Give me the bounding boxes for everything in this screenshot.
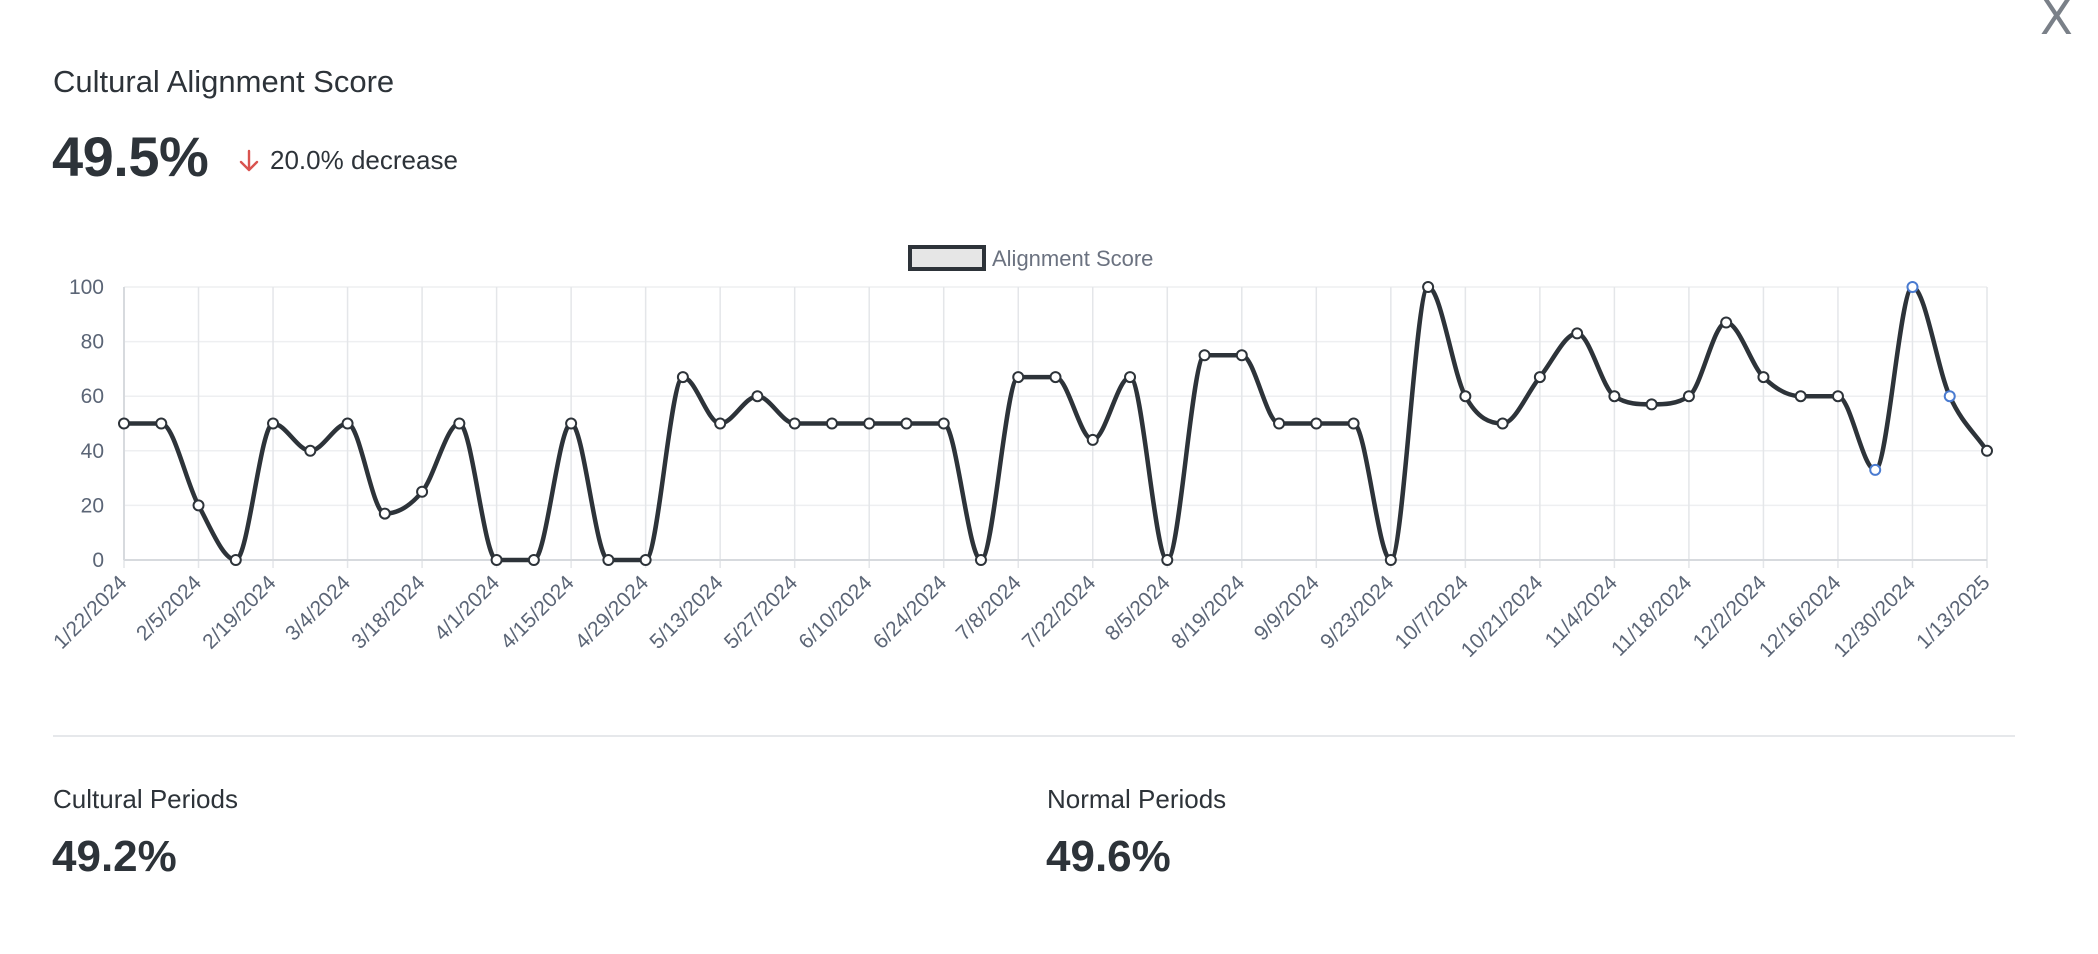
- close-button[interactable]: X: [2040, 0, 2073, 46]
- y-tick-label: 60: [81, 385, 104, 408]
- page-title: Cultural Alignment Score: [53, 64, 395, 99]
- y-tick-label: 20: [81, 494, 104, 517]
- data-points: [118, 281, 1993, 566]
- x-tick-label: 6/10/2024: [794, 571, 877, 654]
- normal-periods-value: 49.6%: [1046, 832, 1171, 881]
- data-point[interactable]: [825, 417, 838, 430]
- data-point[interactable]: [453, 417, 466, 430]
- legend-label: Alignment Score: [992, 246, 1153, 271]
- data-point[interactable]: [1869, 463, 1882, 476]
- data-point[interactable]: [714, 417, 727, 430]
- data-point[interactable]: [1906, 281, 1919, 293]
- x-tick-label: 9/23/2024: [1316, 571, 1399, 654]
- data-point[interactable]: [1496, 417, 1509, 430]
- data-point[interactable]: [1198, 349, 1211, 362]
- data-point[interactable]: [118, 417, 130, 430]
- x-tick-label: 10/21/2024: [1457, 571, 1548, 662]
- data-point[interactable]: [602, 554, 615, 566]
- legend[interactable]: Alignment Score: [908, 245, 1153, 271]
- data-point[interactable]: [192, 499, 205, 512]
- data-point[interactable]: [863, 417, 876, 430]
- x-tick-label: 8/5/2024: [1101, 571, 1175, 645]
- data-point[interactable]: [751, 390, 764, 403]
- change-indicator: 20.0% decrease: [238, 145, 458, 176]
- x-tick-label: 4/1/2024: [430, 571, 504, 645]
- data-point[interactable]: [1086, 433, 1099, 446]
- data-point[interactable]: [1384, 554, 1397, 566]
- x-tick-label: 5/27/2024: [720, 571, 803, 654]
- data-point[interactable]: [974, 554, 987, 566]
- data-point[interactable]: [490, 554, 503, 566]
- data-point[interactable]: [1347, 417, 1360, 430]
- change-text: 20.0% decrease: [270, 145, 458, 175]
- data-point[interactable]: [155, 417, 168, 430]
- x-tick-label: 1/22/2024: [49, 571, 132, 654]
- data-point[interactable]: [900, 417, 913, 430]
- data-point[interactable]: [416, 485, 429, 498]
- x-tick-label: 7/22/2024: [1018, 571, 1101, 654]
- x-tick-label: 3/18/2024: [347, 571, 430, 654]
- x-tick-label: 8/19/2024: [1167, 571, 1250, 654]
- data-point[interactable]: [1161, 554, 1174, 566]
- data-point[interactable]: [341, 417, 354, 430]
- arrow-down-icon: [238, 149, 260, 173]
- data-point[interactable]: [1235, 349, 1248, 362]
- x-tick-label: 1/13/2025: [1912, 571, 1994, 653]
- x-tick-label: 11/18/2024: [1607, 571, 1697, 661]
- x-tick-label: 3/4/2024: [281, 571, 355, 645]
- overall-score: 49.5%: [52, 125, 209, 188]
- data-point[interactable]: [1720, 316, 1733, 329]
- divider: [53, 735, 2015, 737]
- data-point[interactable]: [1943, 390, 1956, 403]
- data-point[interactable]: [1981, 444, 1993, 457]
- data-point[interactable]: [1422, 281, 1435, 293]
- x-tick-label: 4/15/2024: [496, 571, 579, 654]
- data-point[interactable]: [1794, 390, 1807, 403]
- data-point[interactable]: [1459, 390, 1472, 403]
- data-point[interactable]: [1645, 398, 1658, 411]
- data-point[interactable]: [229, 554, 242, 566]
- x-tick-label: 2/5/2024: [132, 571, 206, 645]
- x-tick-label: 12/30/2024: [1829, 571, 1920, 662]
- data-point[interactable]: [1757, 371, 1770, 384]
- x-tick-label: 5/13/2024: [645, 571, 728, 654]
- data-point[interactable]: [1124, 371, 1137, 384]
- data-point[interactable]: [378, 507, 391, 520]
- x-tick-label: 2/19/2024: [198, 571, 281, 654]
- legend-swatch: [908, 245, 986, 271]
- data-point[interactable]: [1533, 371, 1546, 384]
- data-point[interactable]: [1012, 371, 1025, 384]
- data-point[interactable]: [788, 417, 801, 430]
- data-point[interactable]: [267, 417, 280, 430]
- data-point[interactable]: [565, 417, 578, 430]
- data-point[interactable]: [937, 417, 950, 430]
- data-point[interactable]: [1682, 390, 1695, 403]
- y-tick-label: 0: [92, 549, 104, 572]
- x-tick-label: 4/29/2024: [571, 571, 654, 654]
- data-point[interactable]: [1273, 417, 1286, 430]
- cultural-periods-value: 49.2%: [52, 832, 177, 881]
- x-tick-label: 7/8/2024: [952, 571, 1026, 645]
- y-tick-label: 100: [69, 276, 104, 299]
- data-point[interactable]: [304, 444, 317, 457]
- x-tick-label: 9/9/2024: [1250, 571, 1324, 645]
- y-tick-label: 40: [81, 440, 104, 463]
- cultural-periods-label: Cultural Periods: [53, 784, 238, 814]
- series-line: [121, 284, 1990, 563]
- data-point[interactable]: [1310, 417, 1323, 430]
- data-point[interactable]: [1049, 371, 1062, 384]
- data-point[interactable]: [1571, 327, 1584, 340]
- x-tick-label: 6/24/2024: [869, 571, 952, 654]
- data-point[interactable]: [527, 554, 540, 566]
- y-axis: 0 20 40 60 80 100: [69, 276, 104, 572]
- data-point[interactable]: [1608, 390, 1621, 403]
- normal-periods-label: Normal Periods: [1047, 784, 1227, 814]
- grid: [123, 286, 1988, 568]
- y-tick-label: 80: [81, 331, 104, 354]
- data-point[interactable]: [676, 371, 689, 384]
- data-point[interactable]: [1831, 390, 1844, 403]
- data-point[interactable]: [639, 554, 652, 566]
